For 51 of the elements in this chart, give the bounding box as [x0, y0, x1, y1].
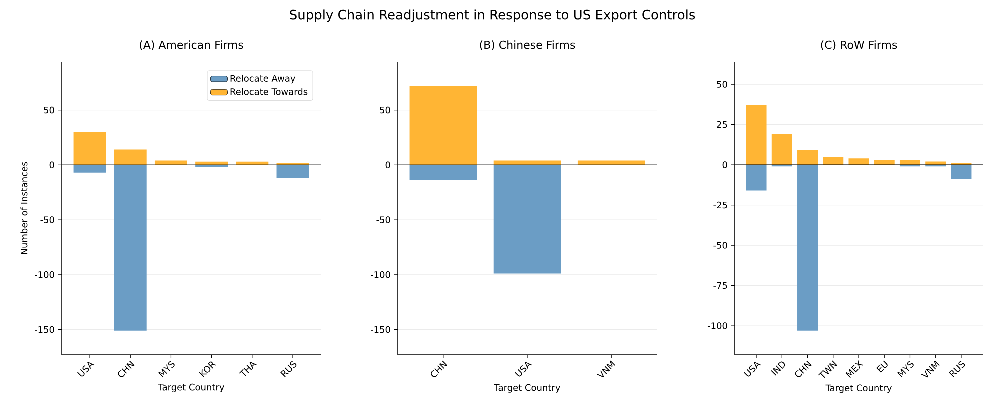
y-tick-label: -50 — [376, 216, 390, 224]
y-tick-label: 0 — [50, 162, 54, 169]
chart-title: (C) RoW Firms — [821, 40, 898, 50]
x-axis-title: Target Country — [158, 384, 224, 392]
x-tick-label: USA — [77, 362, 95, 377]
y-tick-label: -75 — [714, 282, 728, 290]
bar — [74, 132, 106, 166]
bar — [746, 165, 767, 191]
bar — [114, 150, 147, 166]
y-tick-label: 0 — [722, 162, 728, 168]
x-tick-label: USA — [514, 362, 532, 377]
bar — [746, 105, 767, 166]
y-tick-label: -100 — [34, 271, 54, 278]
bar — [874, 160, 895, 166]
bar — [410, 86, 478, 166]
y-axis-title: Number of Instances — [20, 162, 28, 254]
bar — [951, 165, 972, 180]
legend-label: Relocate Towards — [230, 88, 308, 96]
y-tick-label: -50 — [714, 242, 728, 249]
legend-label: Relocate Away — [230, 74, 296, 84]
y-tick-label: 50 — [380, 106, 390, 114]
text: Supply Chain Readjustment in Response to US Export Controls — [290, 10, 696, 22]
y-tick-label: -25 — [714, 202, 728, 209]
x-tick-label: EU — [876, 360, 888, 373]
chart-title: (B) Chinese Firms — [480, 40, 576, 50]
y-tick-label: -150 — [370, 326, 390, 334]
y-tick-label: -100 — [708, 322, 728, 330]
bar — [276, 165, 310, 178]
y-tick-label: 50 — [717, 81, 728, 88]
bar — [494, 165, 562, 274]
x-tick-label: USA — [744, 362, 762, 377]
bar — [74, 165, 106, 173]
bar — [798, 165, 818, 331]
y-tick-label: -100 — [370, 271, 390, 278]
x-tick-label: THA — [239, 362, 257, 376]
x-axis-title: Target Country — [494, 384, 560, 393]
x-axis-title: Target Country — [826, 384, 892, 394]
bar — [114, 165, 147, 331]
y-tick-label: 50 — [44, 106, 54, 114]
y-tick-label: -150 — [34, 326, 54, 334]
bar — [823, 156, 844, 166]
y-tick-label: -50 — [40, 216, 54, 224]
bar — [772, 134, 792, 166]
bar — [848, 158, 870, 166]
bar — [410, 165, 478, 181]
y-tick-label: 25 — [717, 121, 728, 128]
bar — [798, 150, 818, 166]
bar — [900, 160, 920, 166]
x-tick-label: IND — [771, 362, 786, 376]
chart-title: (A) American Firms — [140, 40, 244, 50]
y-tick-label: 0 — [386, 162, 390, 169]
